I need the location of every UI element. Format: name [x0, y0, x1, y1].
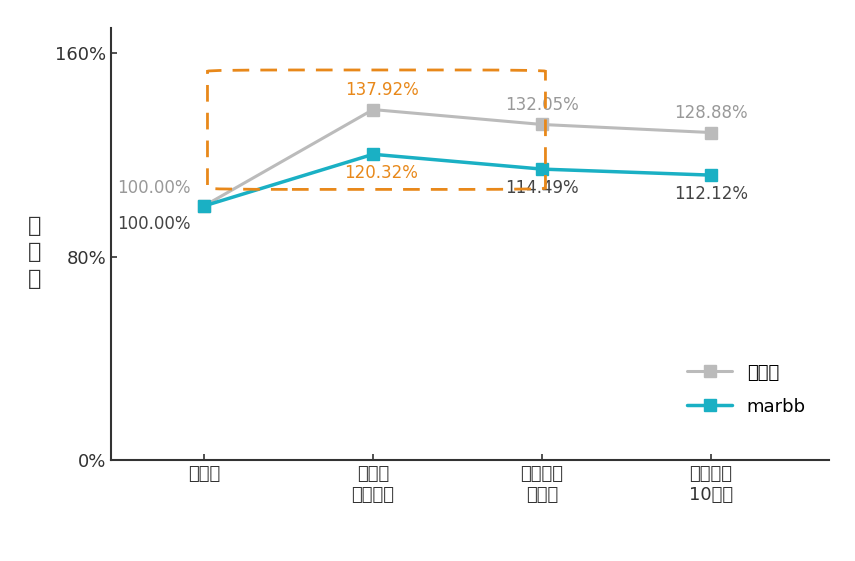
marbb: [199, 203, 209, 209]
Line: marbb: marbb: [198, 148, 717, 212]
marbb: [706, 172, 716, 178]
Legend: 水道水, marbb: 水道水, marbb: [687, 364, 806, 416]
水道水: [537, 121, 547, 128]
marbb: [368, 151, 378, 158]
Text: 137.92%: 137.92%: [345, 81, 418, 99]
Text: 132.05%: 132.05%: [505, 96, 579, 114]
Line: 水道水: 水道水: [198, 103, 717, 212]
水道水: [368, 106, 378, 113]
Text: 112.12%: 112.12%: [674, 185, 748, 203]
水道水: [706, 129, 716, 136]
Text: 100.00%: 100.00%: [117, 215, 191, 233]
Text: 120.32%: 120.32%: [345, 164, 418, 182]
水道水: [199, 203, 209, 209]
Text: 114.49%: 114.49%: [505, 180, 579, 197]
Text: 128.88%: 128.88%: [675, 104, 748, 122]
marbb: [537, 165, 547, 172]
Text: 膨
潤
率: 膨 潤 率: [27, 216, 41, 289]
Text: 100.00%: 100.00%: [117, 179, 191, 197]
